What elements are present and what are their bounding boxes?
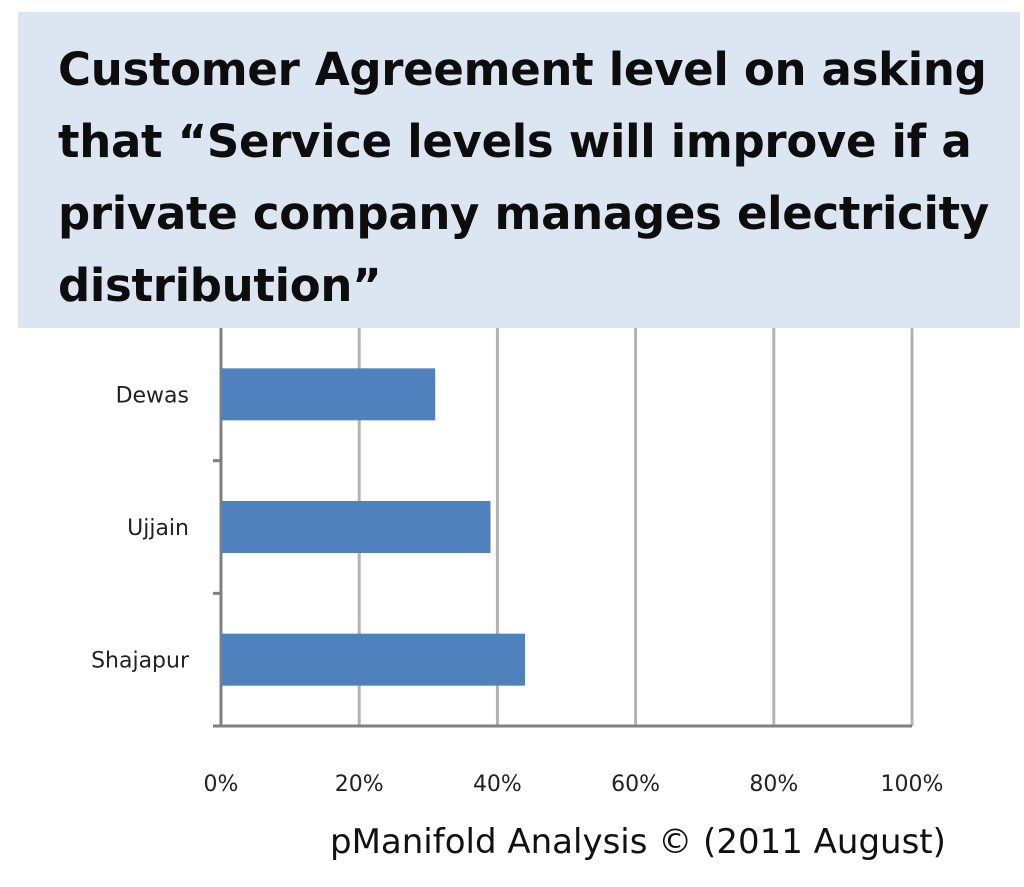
bar bbox=[222, 368, 436, 421]
chart-title-box: Customer Agreement level on asking that … bbox=[18, 12, 1020, 328]
x-tick-label: 0% bbox=[204, 772, 239, 797]
bar bbox=[222, 501, 491, 553]
category-label: Ujjain bbox=[127, 516, 189, 541]
x-tick-label: 80% bbox=[749, 772, 798, 797]
category-label: Shajapur bbox=[91, 649, 190, 674]
source-credit: pManifold Analysis © (2011 August) bbox=[330, 822, 946, 862]
x-tick-label: 100% bbox=[881, 772, 944, 797]
x-tick-label: 20% bbox=[335, 772, 384, 797]
category-label: Dewas bbox=[116, 383, 189, 408]
bar bbox=[222, 633, 526, 686]
x-tick-label: 60% bbox=[611, 772, 660, 797]
x-tick-label: 40% bbox=[473, 772, 522, 797]
chart-title: Customer Agreement level on asking that … bbox=[58, 43, 989, 312]
